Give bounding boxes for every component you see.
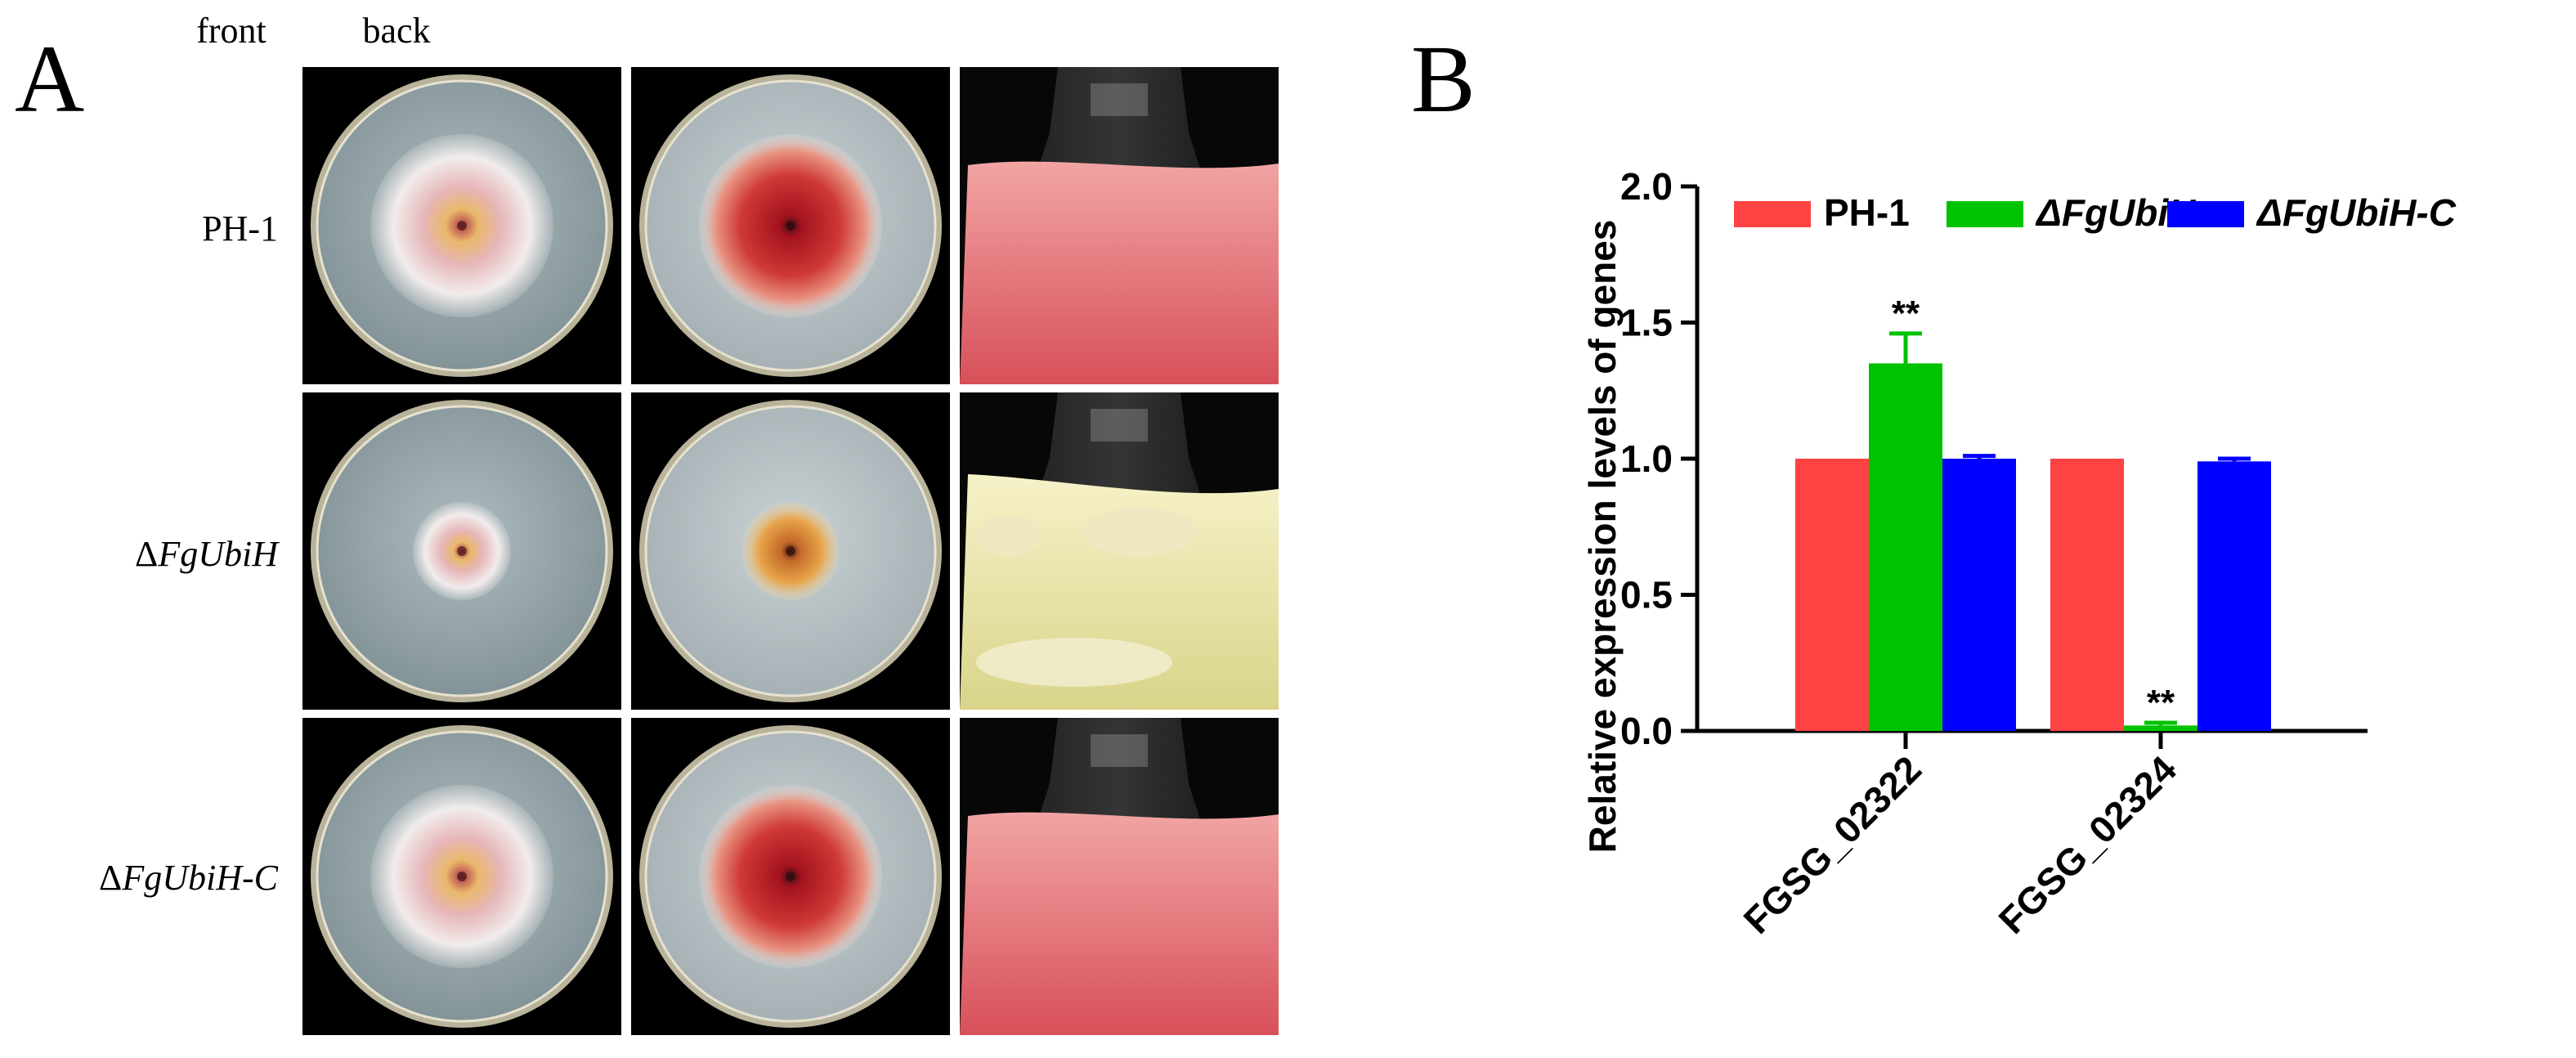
y-tick-label: 1.0: [1620, 437, 1673, 480]
bar-ph1-fgsg_02324: [2050, 459, 2124, 731]
photo-flask-row1: [960, 67, 1279, 384]
photo-plate-front-row3: [302, 718, 621, 1035]
significance-mark: **: [1892, 294, 1920, 334]
y-tick-label: 0.0: [1620, 710, 1673, 752]
flask-image: [960, 67, 1279, 384]
row-label-mutant: ΔFgUbiH: [0, 533, 278, 575]
photo-plate-front-row2: [302, 392, 621, 710]
legend-label: PH-1: [1824, 191, 1910, 234]
plate-back-image: [631, 67, 950, 384]
photo-flask-row2: [960, 392, 1279, 710]
photo-plate-back-row2: [631, 392, 950, 710]
bar-fgubihc-fgsg_02324: [2197, 461, 2271, 731]
row-label-ph1: PH-1: [0, 208, 278, 249]
row-label-mutant-prefix: Δ: [135, 534, 159, 574]
y-tick-label: 0.5: [1620, 574, 1673, 616]
plate-front-image: [302, 718, 621, 1035]
plate-front-image: [302, 392, 621, 710]
row-label-complement-italic: FgUbiH-C: [122, 858, 278, 898]
row-label-complement: ΔFgUbiH-C: [0, 857, 278, 899]
photo-plate-front-row1: [302, 67, 621, 384]
legend-swatch: [1947, 201, 2023, 227]
bar-fgubih-fgsg_02322: [1869, 363, 1942, 731]
photo-plate-back-row1: [631, 67, 950, 384]
significance-mark: **: [2147, 683, 2175, 723]
row-label-complement-prefix: Δ: [99, 858, 123, 898]
row-label-mutant-italic: FgUbiH: [158, 534, 278, 574]
bar-chart: 0.0 0.5 1.0 1.5 2.0 Relative expression level…: [1581, 165, 2457, 942]
bar-ph1-fgsg_02322: [1795, 459, 1869, 731]
legend-swatch: [2167, 201, 2244, 227]
legend-label: ΔFgUbiH-C: [2256, 191, 2457, 234]
column-label-back: back: [362, 11, 431, 51]
flask-image: [960, 718, 1279, 1035]
bar-fgubih-fgsg_02324: [2124, 725, 2197, 731]
flask-image: [960, 392, 1279, 710]
panel-b-letter: B: [1411, 25, 1476, 132]
plate-back-image: [631, 718, 950, 1035]
column-label-front: front: [196, 11, 267, 51]
plate-back-image: [631, 392, 950, 710]
bar-fgubihc-fgsg_02322: [1942, 459, 2016, 731]
plate-front-image: [302, 67, 621, 384]
row-label-ph1-text: PH-1: [202, 208, 278, 249]
panel-a-letter: A: [15, 25, 85, 132]
x-tick-label: FGSG_02322: [1736, 747, 1929, 941]
y-tick-label: 2.0: [1620, 165, 1673, 208]
y-axis-label: Relative expression levels of genes: [1581, 220, 1624, 854]
x-tick-label: FGSG_02324: [1991, 747, 2185, 942]
photo-plate-back-row3: [631, 718, 950, 1035]
chart-layer: 0.0 0.5 1.0 1.5 2.0 Relative expression level…: [1581, 165, 2457, 942]
y-tick-label: 1.5: [1620, 302, 1673, 344]
legend-swatch: [1734, 201, 1811, 227]
photo-flask-row3: [960, 718, 1279, 1035]
